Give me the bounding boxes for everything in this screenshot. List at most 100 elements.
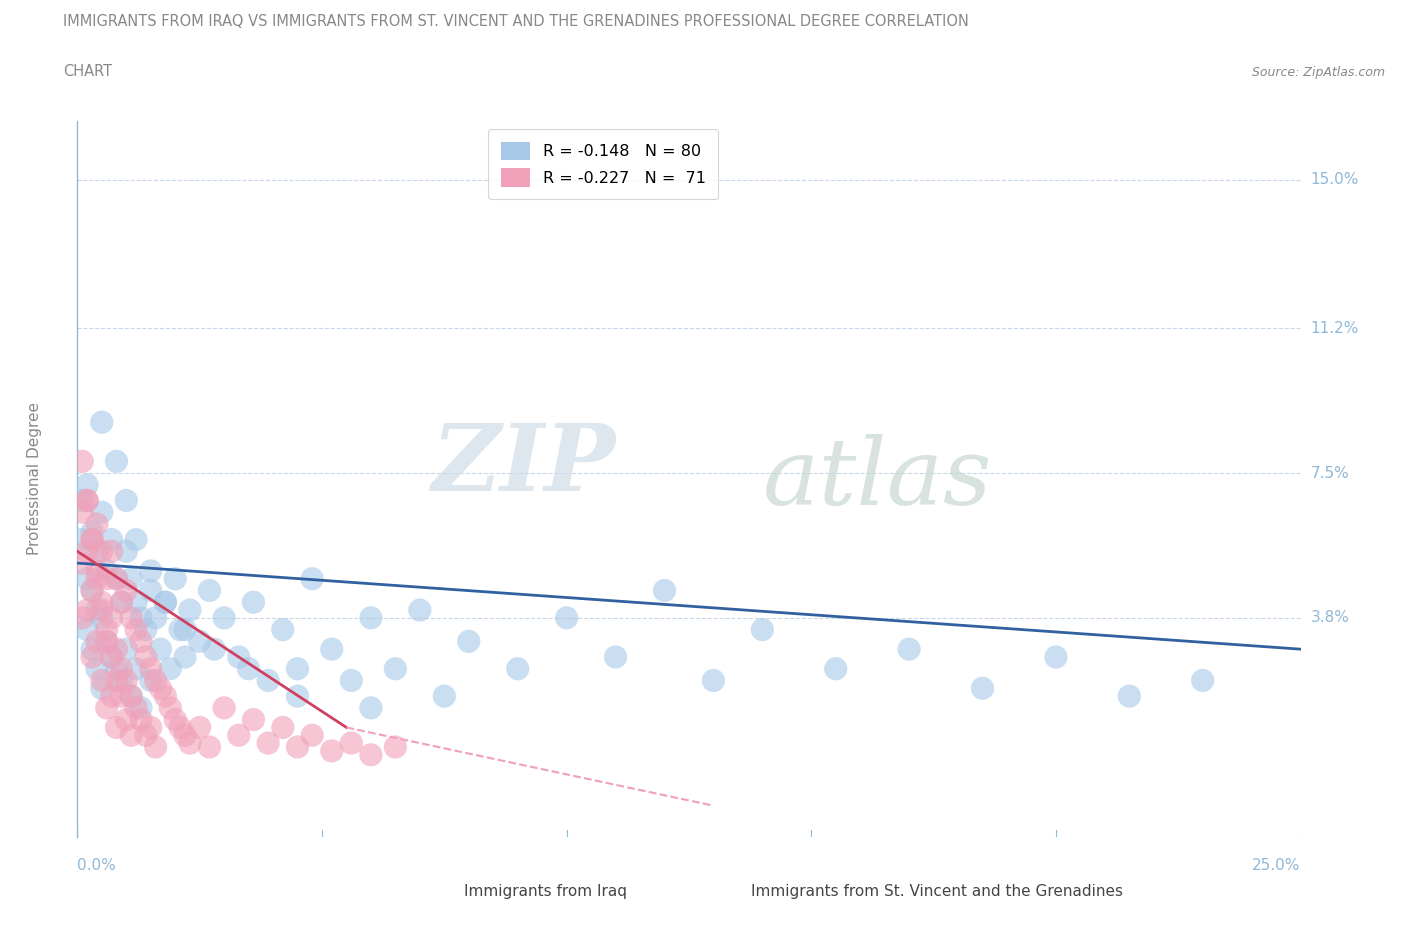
- Point: [212, 700, 235, 715]
- Text: Professional Degree: Professional Degree: [27, 403, 42, 555]
- Point: [110, 661, 132, 676]
- Point: [90, 505, 112, 520]
- Point: [70, 505, 93, 520]
- Point: [228, 649, 250, 664]
- Point: [506, 661, 529, 676]
- Point: [115, 493, 138, 508]
- Point: [257, 736, 280, 751]
- Point: [135, 649, 157, 664]
- Point: [198, 583, 221, 598]
- Point: [120, 571, 142, 586]
- Point: [145, 673, 167, 688]
- Point: [179, 736, 201, 751]
- Point: [1118, 689, 1140, 704]
- Point: [96, 622, 118, 637]
- Point: [360, 700, 382, 715]
- Point: [149, 681, 172, 696]
- Point: [100, 610, 122, 625]
- Point: [751, 622, 773, 637]
- Point: [120, 689, 142, 704]
- Point: [301, 571, 323, 586]
- Point: [120, 728, 142, 743]
- Point: [105, 571, 128, 586]
- Point: [96, 634, 118, 649]
- Point: [125, 532, 148, 547]
- Point: [100, 532, 122, 547]
- Point: [287, 689, 309, 704]
- Point: [110, 595, 132, 610]
- Point: [70, 610, 93, 625]
- Point: [145, 610, 167, 625]
- Point: [76, 622, 98, 637]
- Point: [139, 720, 162, 735]
- Point: [898, 642, 921, 657]
- Point: [105, 571, 128, 586]
- Point: [86, 544, 108, 559]
- Point: [159, 661, 181, 676]
- Text: 3.8%: 3.8%: [1310, 610, 1350, 625]
- Point: [228, 728, 250, 743]
- Text: 7.5%: 7.5%: [1310, 466, 1350, 481]
- Text: Source: ZipAtlas.com: Source: ZipAtlas.com: [1251, 66, 1385, 79]
- Point: [70, 493, 93, 508]
- Point: [198, 739, 221, 754]
- Point: [70, 532, 93, 547]
- Point: [159, 700, 181, 715]
- Point: [76, 544, 98, 559]
- Point: [115, 642, 138, 657]
- Point: [115, 544, 138, 559]
- Point: [80, 649, 103, 664]
- Point: [238, 661, 260, 676]
- Text: 0.0%: 0.0%: [77, 857, 117, 872]
- Point: [125, 700, 148, 715]
- Point: [115, 712, 138, 727]
- Point: [155, 689, 177, 704]
- Point: [169, 720, 191, 735]
- Point: [433, 689, 456, 704]
- Point: [90, 610, 112, 625]
- Point: [129, 610, 152, 625]
- Point: [80, 525, 103, 539]
- Point: [80, 532, 103, 547]
- Legend: R = -0.148   N = 80, R = -0.227   N =  71: R = -0.148 N = 80, R = -0.227 N = 71: [488, 129, 718, 199]
- Point: [340, 673, 363, 688]
- Point: [110, 673, 132, 688]
- Point: [115, 673, 138, 688]
- Point: [149, 642, 172, 657]
- Point: [86, 661, 108, 676]
- Point: [188, 634, 211, 649]
- Point: [174, 649, 197, 664]
- Point: [76, 571, 98, 586]
- Point: [105, 661, 128, 676]
- Point: [340, 736, 363, 751]
- Point: [139, 564, 162, 578]
- Text: IMMIGRANTS FROM IRAQ VS IMMIGRANTS FROM ST. VINCENT AND THE GRENADINES PROFESSIO: IMMIGRANTS FROM IRAQ VS IMMIGRANTS FROM …: [63, 14, 969, 29]
- Point: [165, 571, 187, 586]
- Point: [70, 454, 93, 469]
- Text: Immigrants from Iraq: Immigrants from Iraq: [464, 884, 627, 898]
- Point: [86, 634, 108, 649]
- Point: [654, 583, 676, 598]
- Point: [125, 661, 148, 676]
- Point: [110, 595, 132, 610]
- Point: [96, 700, 118, 715]
- Point: [139, 673, 162, 688]
- Point: [301, 728, 323, 743]
- Point: [80, 642, 103, 657]
- Point: [702, 673, 724, 688]
- Point: [70, 555, 93, 570]
- Text: 25.0%: 25.0%: [1253, 857, 1301, 872]
- Point: [135, 728, 157, 743]
- Point: [384, 739, 406, 754]
- Point: [242, 712, 264, 727]
- Point: [86, 564, 108, 578]
- Text: CHART: CHART: [63, 64, 112, 79]
- Point: [972, 681, 994, 696]
- Point: [212, 610, 235, 625]
- Point: [90, 544, 112, 559]
- Point: [257, 673, 280, 688]
- Point: [271, 720, 294, 735]
- Point: [86, 516, 108, 531]
- Point: [125, 595, 148, 610]
- Point: [80, 583, 103, 598]
